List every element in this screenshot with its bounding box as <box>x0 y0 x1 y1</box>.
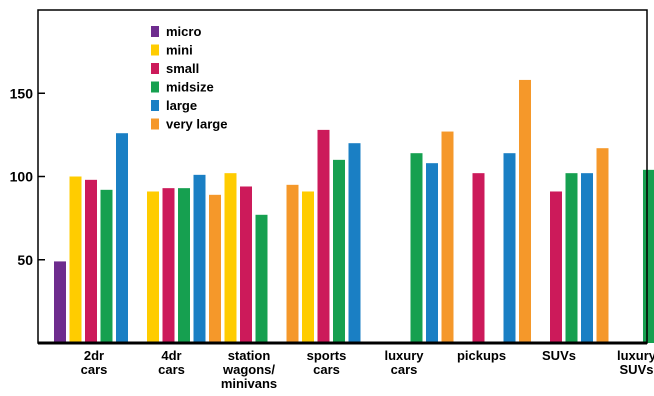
category-label-7-line-1: SUVs <box>620 362 654 377</box>
bar-midsize-cat-0 <box>100 189 113 343</box>
y-tick-label-100: 100 <box>10 169 34 185</box>
legend-swatch-large <box>151 100 159 111</box>
category-label-7-line-0: luxury <box>617 348 654 363</box>
legend-swatch-midsize <box>151 81 159 93</box>
bar-small-cat-1 <box>162 188 175 343</box>
bar-small-cat-2 <box>240 186 252 343</box>
legend: micro mini small midsize large very large <box>151 24 227 132</box>
bar-large-cat-1 <box>193 174 206 343</box>
legend-label-micro: micro <box>166 24 201 39</box>
bar-small-cat-3 <box>317 129 330 343</box>
legend-swatch-mini <box>151 44 159 56</box>
legend-label-large: large <box>166 98 197 113</box>
bar-midsize-cat-7 <box>643 169 654 343</box>
category-label-2-line-2: minivans <box>221 376 277 391</box>
bar-very-large-cat-2 <box>286 184 299 343</box>
bar-midsize-cat-2 <box>255 214 268 343</box>
bar-mini-cat-1 <box>147 191 159 343</box>
bar-mini-cat-3 <box>302 191 314 343</box>
bar-large-cat-4 <box>426 163 438 343</box>
category-label-5-line-0: pickups <box>457 348 506 363</box>
bar-midsize-cat-1 <box>178 188 190 343</box>
bar-midsize-cat-3 <box>333 159 345 343</box>
bar-micro-cat-0 <box>54 261 66 343</box>
legend-swatch-very-large <box>151 118 159 130</box>
bar-large-cat-5 <box>503 153 516 343</box>
category-label-4-line-0: luxury <box>384 348 424 363</box>
bar-small-cat-6 <box>550 191 562 343</box>
category-label-1-line-1: cars <box>158 362 185 377</box>
bar-large-cat-3 <box>348 143 361 343</box>
category-label-3-line-0: sports <box>307 348 347 363</box>
category-label-1-line-0: 4dr <box>161 348 181 363</box>
bar-very-large-cat-5 <box>519 79 531 344</box>
bar-small-cat-5 <box>472 173 485 343</box>
bar-midsize-cat-4 <box>410 153 423 343</box>
category-label-0-line-0: 2dr <box>84 348 104 363</box>
bar-very-large-cat-4 <box>441 131 454 343</box>
y-tick-label-150: 150 <box>10 85 34 101</box>
category-label-2-line-0: station <box>228 348 271 363</box>
category-label-4-line-1: cars <box>391 362 418 377</box>
legend-swatch-small <box>151 63 159 74</box>
bar-midsize-cat-6 <box>565 173 578 343</box>
legend-label-small: small <box>166 61 199 76</box>
y-tick-label-50: 50 <box>17 252 33 268</box>
bar-large-cat-0 <box>116 133 128 343</box>
category-label-3-line-1: cars <box>313 362 340 377</box>
legend-label-midsize: midsize <box>166 80 214 95</box>
category-label-2-line-1: wagons/ <box>222 362 275 377</box>
category-label-6-line-0: SUVs <box>542 348 576 363</box>
category-labels: 2drcars4drcarsstationwagons/minivansspor… <box>81 348 654 391</box>
bar-mini-cat-2 <box>224 173 237 343</box>
bar-mini-cat-0 <box>69 176 82 343</box>
legend-label-very-large: very large <box>166 117 227 132</box>
bar-small-cat-0 <box>85 179 97 343</box>
axes-layer: 50 100 150 <box>10 9 648 345</box>
legend-label-mini: mini <box>166 43 193 58</box>
legend-swatch-micro <box>151 26 159 37</box>
bar-very-large-cat-1 <box>209 194 221 343</box>
category-label-0-line-1: cars <box>81 362 108 377</box>
bar-very-large-cat-6 <box>596 148 609 343</box>
bars-layer <box>54 79 654 344</box>
bar-large-cat-6 <box>581 173 593 343</box>
